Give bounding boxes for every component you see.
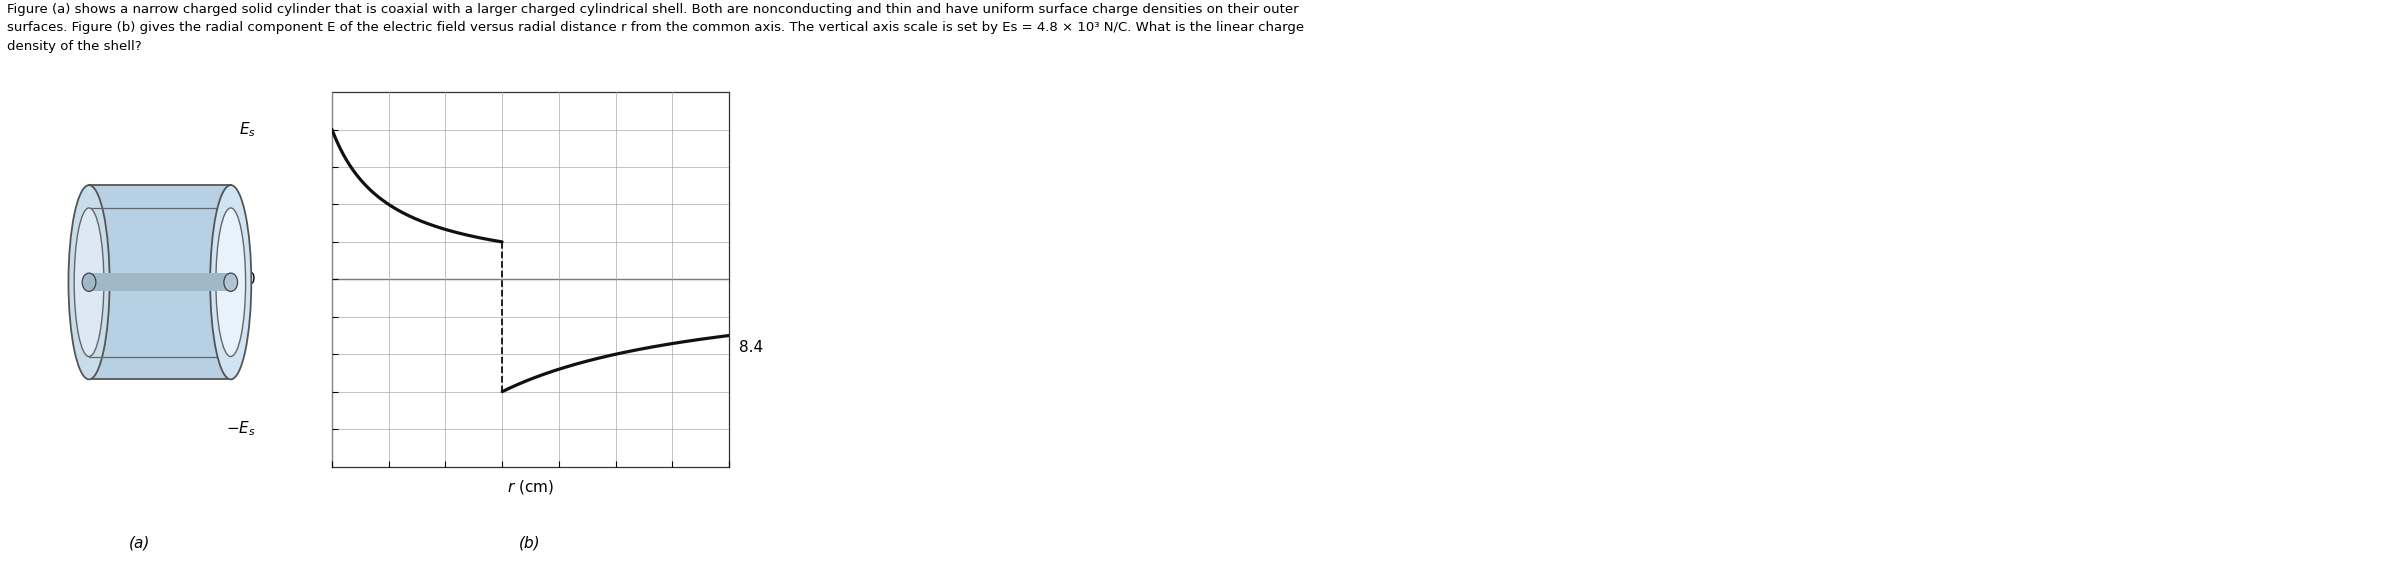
- Ellipse shape: [209, 185, 250, 380]
- Text: 0: 0: [245, 272, 255, 287]
- Ellipse shape: [75, 208, 103, 357]
- FancyBboxPatch shape: [89, 273, 231, 291]
- Text: $E_s$: $E_s$: [238, 120, 255, 139]
- Ellipse shape: [67, 185, 111, 380]
- Text: (a): (a): [130, 535, 149, 550]
- Text: $-E_s$: $-E_s$: [226, 420, 255, 438]
- Text: 8.4: 8.4: [739, 340, 763, 355]
- Ellipse shape: [224, 273, 238, 291]
- Ellipse shape: [82, 273, 96, 291]
- Text: Figure (a) shows a narrow charged solid cylinder that is coaxial with a larger c: Figure (a) shows a narrow charged solid …: [7, 3, 1304, 53]
- FancyBboxPatch shape: [89, 185, 231, 380]
- Ellipse shape: [217, 208, 245, 357]
- Text: (b): (b): [520, 535, 539, 550]
- X-axis label: $r$ (cm): $r$ (cm): [508, 478, 553, 497]
